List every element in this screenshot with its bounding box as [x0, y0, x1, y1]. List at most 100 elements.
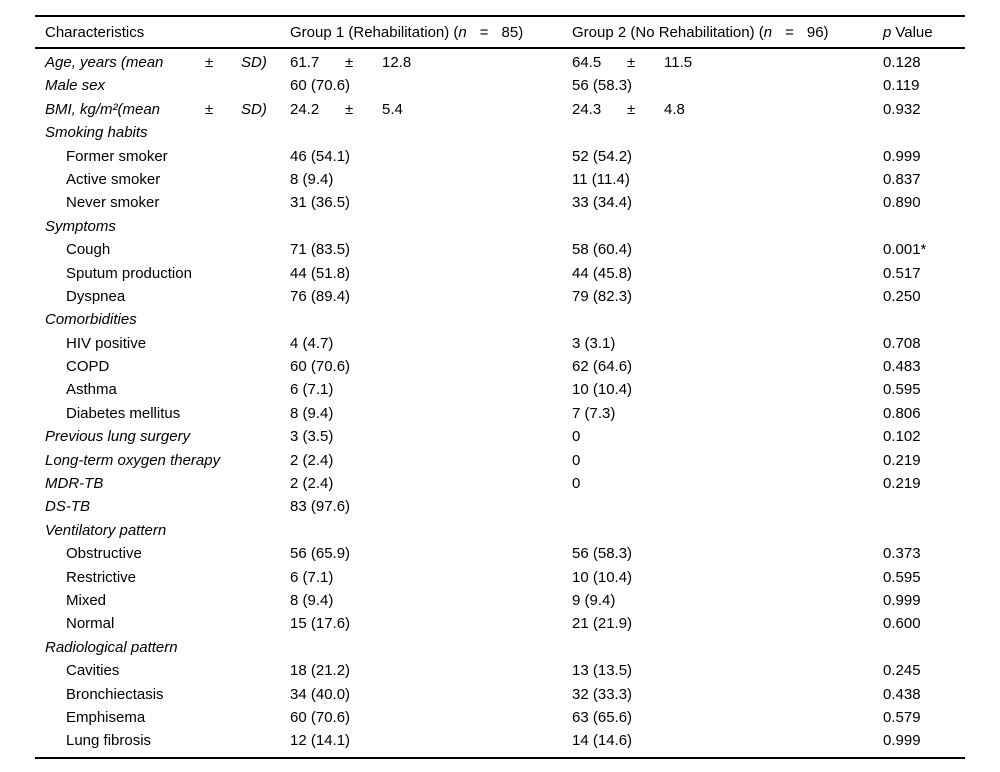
table-row: MDR-TB 2 (2.4) 0 0.219 — [35, 472, 965, 495]
p-value — [883, 519, 965, 542]
group1-value: 6 (7.1) — [290, 381, 334, 399]
table-row: Mixed 8 (9.4) 9 (9.4) 0.999 — [35, 589, 965, 612]
characteristic-label: Restrictive — [66, 568, 137, 586]
group2-value — [572, 636, 883, 659]
characteristic-label: Mixed — [66, 591, 107, 609]
header-group2: Group 2 (No Rehabilitation) (n = 96) — [572, 24, 883, 41]
characteristic-label: Emphisema — [66, 708, 146, 726]
group1-value: 56 (65.9) — [290, 545, 351, 563]
group2-value: 44 (45.8) — [572, 264, 633, 282]
group2-value: 13 (13.5) — [572, 662, 633, 680]
characteristic-label: Dyspnea — [66, 287, 126, 305]
header-pvalue-label: Value — [895, 23, 933, 41]
header-group1-count: 85) — [501, 23, 524, 41]
group2-value: 56 (58.3) — [572, 77, 633, 95]
table-row: Long-term oxygen therapy 2 (2.4) 0 0.219 — [35, 449, 965, 472]
group2-value — [572, 215, 883, 238]
p-value — [883, 121, 965, 144]
p-value: 0.245 — [883, 662, 921, 680]
group1-value: 6 (7.1) — [290, 568, 334, 586]
p-value: 0.128 — [883, 54, 921, 71]
group1-value: 2 (2.4) — [290, 451, 334, 469]
table-row: Asthma 6 (7.1) 10 (10.4) 0.595 — [35, 378, 965, 401]
group1-value: 8 (9.4) — [290, 404, 334, 422]
characteristic-label: BMI, kg/m²(mean ± SD) — [45, 100, 267, 118]
group1-value: 3 (3.5) — [290, 428, 334, 446]
table-row: DS-TB 83 (97.6) — [35, 495, 965, 518]
characteristics-table: Characteristics Group 1 (Rehabilitation)… — [35, 15, 965, 759]
group1-value: 4 (4.7) — [290, 334, 334, 352]
group1-value: 76 (89.4) — [290, 287, 351, 305]
header-characteristics: Characteristics — [45, 24, 290, 41]
p-value: 0.806 — [883, 404, 921, 422]
group2-value: 0 — [572, 451, 581, 469]
group2-value — [572, 121, 883, 144]
table-bottom-rule — [35, 756, 965, 759]
table-row: Bronchiectasis 34 (40.0) 32 (33.3) 0.438 — [35, 683, 965, 706]
characteristic-label: Age, years (mean ± SD) — [45, 54, 267, 71]
p-value: 0.373 — [883, 545, 921, 563]
group1-value: 44 (51.8) — [290, 264, 351, 282]
p-value: 0.837 — [883, 170, 921, 188]
p-value: 0.579 — [883, 708, 921, 726]
table-header-row: Characteristics Group 1 (Rehabilitation)… — [35, 17, 965, 47]
group2-value: 9 (9.4) — [572, 591, 616, 609]
group1-value: 61.7 ±12.8 — [290, 54, 412, 71]
characteristic-label: Sputum production — [66, 264, 192, 282]
group1-value — [290, 636, 572, 659]
group2-value — [572, 308, 883, 331]
table-header-rule — [35, 47, 965, 49]
group2-value — [572, 519, 883, 542]
group1-value: 2 (2.4) — [290, 475, 334, 493]
group2-value: 58 (60.4) — [572, 241, 633, 259]
p-value: 0.595 — [883, 568, 921, 586]
p-value: 0.119 — [883, 77, 920, 95]
characteristic-label: Smoking habits — [45, 124, 148, 142]
group2-value: 52 (54.2) — [572, 147, 633, 165]
group1-value: 60 (70.6) — [290, 708, 351, 726]
characteristic-label: Active smoker — [66, 170, 161, 188]
table-row: Cavities 18 (21.2) 13 (13.5) 0.245 — [35, 659, 965, 682]
characteristic-label: Normal — [66, 615, 115, 633]
table-row: Symptoms — [35, 215, 965, 238]
table-row: Never smoker 31 (36.5) 33 (34.4) 0.890 — [35, 191, 965, 214]
header-group2-n: n — [763, 23, 773, 41]
p-value: 0.438 — [883, 685, 921, 703]
p-value: 0.999 — [883, 591, 921, 609]
table-row: Male sex 60 (70.6) 56 (58.3) 0.119 — [35, 74, 965, 97]
header-pvalue: p Value — [883, 24, 965, 41]
group1-value: 8 (9.4) — [290, 170, 334, 188]
group1-value: 83 (97.6) — [290, 498, 351, 516]
characteristic-label: Lung fibrosis — [66, 732, 152, 750]
group2-value: 56 (58.3) — [572, 545, 633, 563]
characteristic-label: MDR-TB — [45, 475, 104, 493]
characteristic-label: Diabetes mellitus — [66, 404, 181, 422]
table-row: Former smoker 46 (54.1) 52 (54.2) 0.999 — [35, 145, 965, 168]
table-row: Emphisema 60 (70.6) 63 (65.6) 0.579 — [35, 706, 965, 729]
table-row: Age, years (mean ± SD) 61.7 ±12.8 64.5 ±11.5 0.… — [35, 51, 965, 74]
table-row: Smoking habits — [35, 121, 965, 144]
characteristic-label: HIV positive — [66, 334, 147, 352]
group1-value: 31 (36.5) — [290, 194, 351, 212]
group1-value: 18 (21.2) — [290, 662, 351, 680]
group1-value: 46 (54.1) — [290, 147, 351, 165]
header-pvalue-p: p — [883, 23, 892, 41]
group1-value — [290, 308, 572, 331]
group2-value: 24.3 ±4.8 — [572, 100, 685, 118]
characteristic-label: Obstructive — [66, 545, 142, 563]
group2-value — [572, 495, 883, 518]
table-row: Ventilatory pattern — [35, 519, 965, 542]
table-row: Obstructive 56 (65.9) 56 (58.3) 0.373 — [35, 542, 965, 565]
group2-value: 14 (14.6) — [572, 732, 633, 750]
header-group2-label: Group 2 (No Rehabilitation) ( — [572, 23, 764, 41]
p-value — [883, 636, 965, 659]
characteristic-label: COPD — [66, 358, 110, 376]
header-group1-label: Group 1 (Rehabilitation) ( — [290, 23, 459, 41]
p-value: 0.600 — [883, 615, 921, 633]
characteristic-label: Ventilatory pattern — [45, 521, 167, 539]
characteristic-label: Radiological pattern — [45, 638, 178, 656]
table-top-rule — [35, 15, 965, 17]
p-value: 0.517 — [883, 264, 921, 282]
group2-value: 3 (3.1) — [572, 334, 616, 352]
group2-value: 62 (64.6) — [572, 358, 633, 376]
